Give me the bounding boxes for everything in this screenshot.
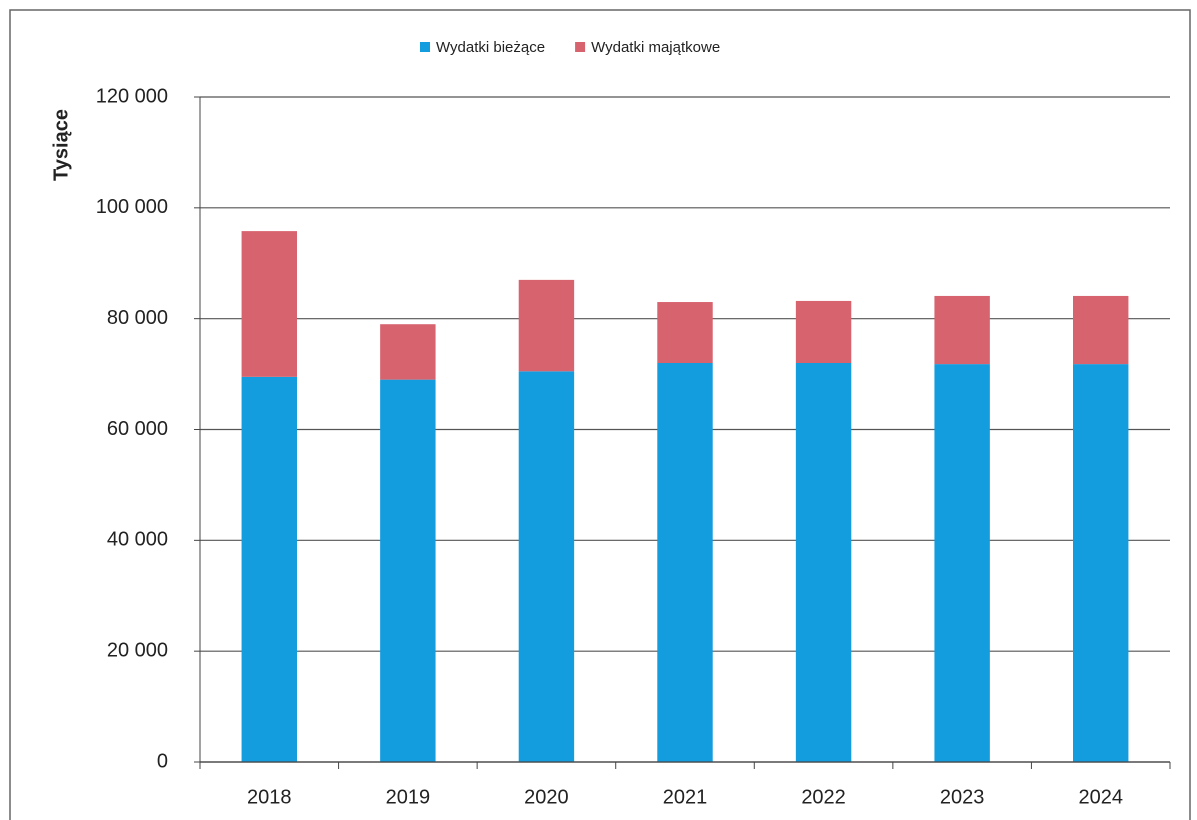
bar-segment bbox=[518, 371, 575, 762]
bar-segment bbox=[241, 376, 297, 762]
x-tick-label: 2024 bbox=[1078, 786, 1123, 808]
bar-segment bbox=[518, 279, 575, 372]
bar-segment bbox=[934, 295, 990, 365]
y-tick-label: 100 000 bbox=[96, 196, 168, 218]
y-tick-label: 60 000 bbox=[107, 418, 168, 440]
y-tick-label: 20 000 bbox=[107, 639, 168, 661]
bar-segment bbox=[1073, 364, 1129, 762]
y-tick-label: 40 000 bbox=[107, 529, 168, 551]
bar-segment bbox=[380, 324, 436, 380]
bar-segment bbox=[795, 363, 852, 762]
bar-segment bbox=[1073, 295, 1129, 365]
bar-segment bbox=[934, 364, 990, 762]
legend-swatch bbox=[420, 42, 430, 52]
chart-frame bbox=[9, 9, 1191, 820]
y-tick-label: 80 000 bbox=[107, 307, 168, 329]
y-axis-label: Tysiące bbox=[50, 109, 72, 181]
x-tick-label: 2021 bbox=[663, 786, 708, 808]
legend-label: Wydatki majątkowe bbox=[591, 39, 720, 56]
x-tick-label: 2018 bbox=[247, 786, 292, 808]
x-tick-label: 2019 bbox=[386, 786, 431, 808]
bar-segment bbox=[657, 302, 713, 363]
x-tick-label: 2023 bbox=[940, 786, 985, 808]
x-tick-label: 2022 bbox=[801, 786, 846, 808]
bar-segment bbox=[795, 300, 852, 363]
bar-segment bbox=[657, 363, 713, 762]
legend-label: Wydatki bieżące bbox=[436, 39, 545, 56]
legend-swatch bbox=[575, 42, 586, 52]
x-tick-label: 2020 bbox=[524, 786, 569, 808]
y-tick-label: 0 bbox=[157, 750, 168, 772]
bar-segment bbox=[241, 231, 297, 377]
bar-segment bbox=[380, 379, 436, 762]
y-tick-label: 120 000 bbox=[96, 85, 168, 107]
